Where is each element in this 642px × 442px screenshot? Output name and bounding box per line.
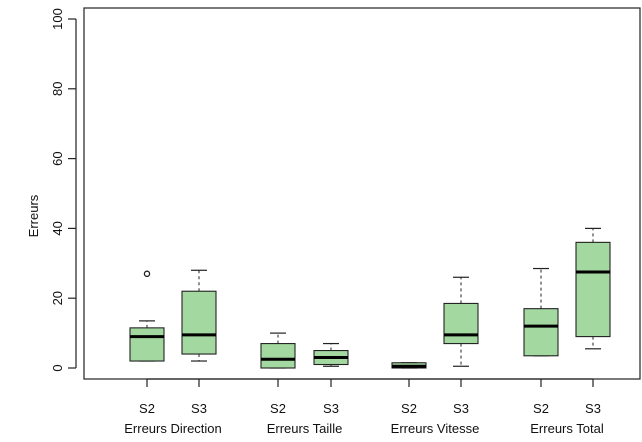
box-2 xyxy=(181,269,217,362)
box-rect xyxy=(129,327,165,362)
x-tick-label-2: S3 xyxy=(191,401,207,416)
box-rect xyxy=(575,241,611,338)
box-8 xyxy=(575,227,611,350)
box-3 xyxy=(260,332,296,369)
x-tick-label-7: S2 xyxy=(533,401,549,416)
box-rect xyxy=(523,308,559,357)
box-6 xyxy=(443,276,479,367)
group-label-2: Erreurs Taille xyxy=(267,421,343,436)
y-tick-label-100: 100 xyxy=(50,8,65,30)
x-axis: S2 S3 S2 S3 S2 S3 S2 S3 Erreurs Direction Erreurs… xyxy=(124,378,604,436)
group-label-3: Erreurs Vitesse xyxy=(391,421,480,436)
box-4 xyxy=(313,342,349,367)
box-7 xyxy=(523,267,559,357)
group-label-1: Erreurs Direction xyxy=(124,421,222,436)
box-1 xyxy=(129,270,165,362)
x-tick-label-8: S3 xyxy=(585,401,601,416)
x-tick-label-5: S2 xyxy=(401,401,417,416)
y-tick-label-20: 20 xyxy=(50,291,65,305)
box-rect xyxy=(181,290,217,355)
x-tick-label-6: S3 xyxy=(453,401,469,416)
y-axis: 0 20 40 60 80 100 xyxy=(50,8,77,372)
boxes-layer xyxy=(129,227,611,369)
y-axis-label: Erreurs xyxy=(26,194,41,237)
y-tick-label-0: 0 xyxy=(50,364,65,371)
y-tick-label-80: 80 xyxy=(50,82,65,96)
x-tick-label-3: S2 xyxy=(270,401,286,416)
y-tick-label-60: 60 xyxy=(50,151,65,165)
x-tick-label-4: S3 xyxy=(323,401,339,416)
box-rect xyxy=(260,343,296,369)
box-rect xyxy=(443,302,479,345)
group-label-4: Erreurs Total xyxy=(530,421,604,436)
box-5 xyxy=(391,362,427,369)
outlier-point xyxy=(143,270,151,278)
x-tick-label-1: S2 xyxy=(139,401,155,416)
y-tick-label-40: 40 xyxy=(50,221,65,235)
